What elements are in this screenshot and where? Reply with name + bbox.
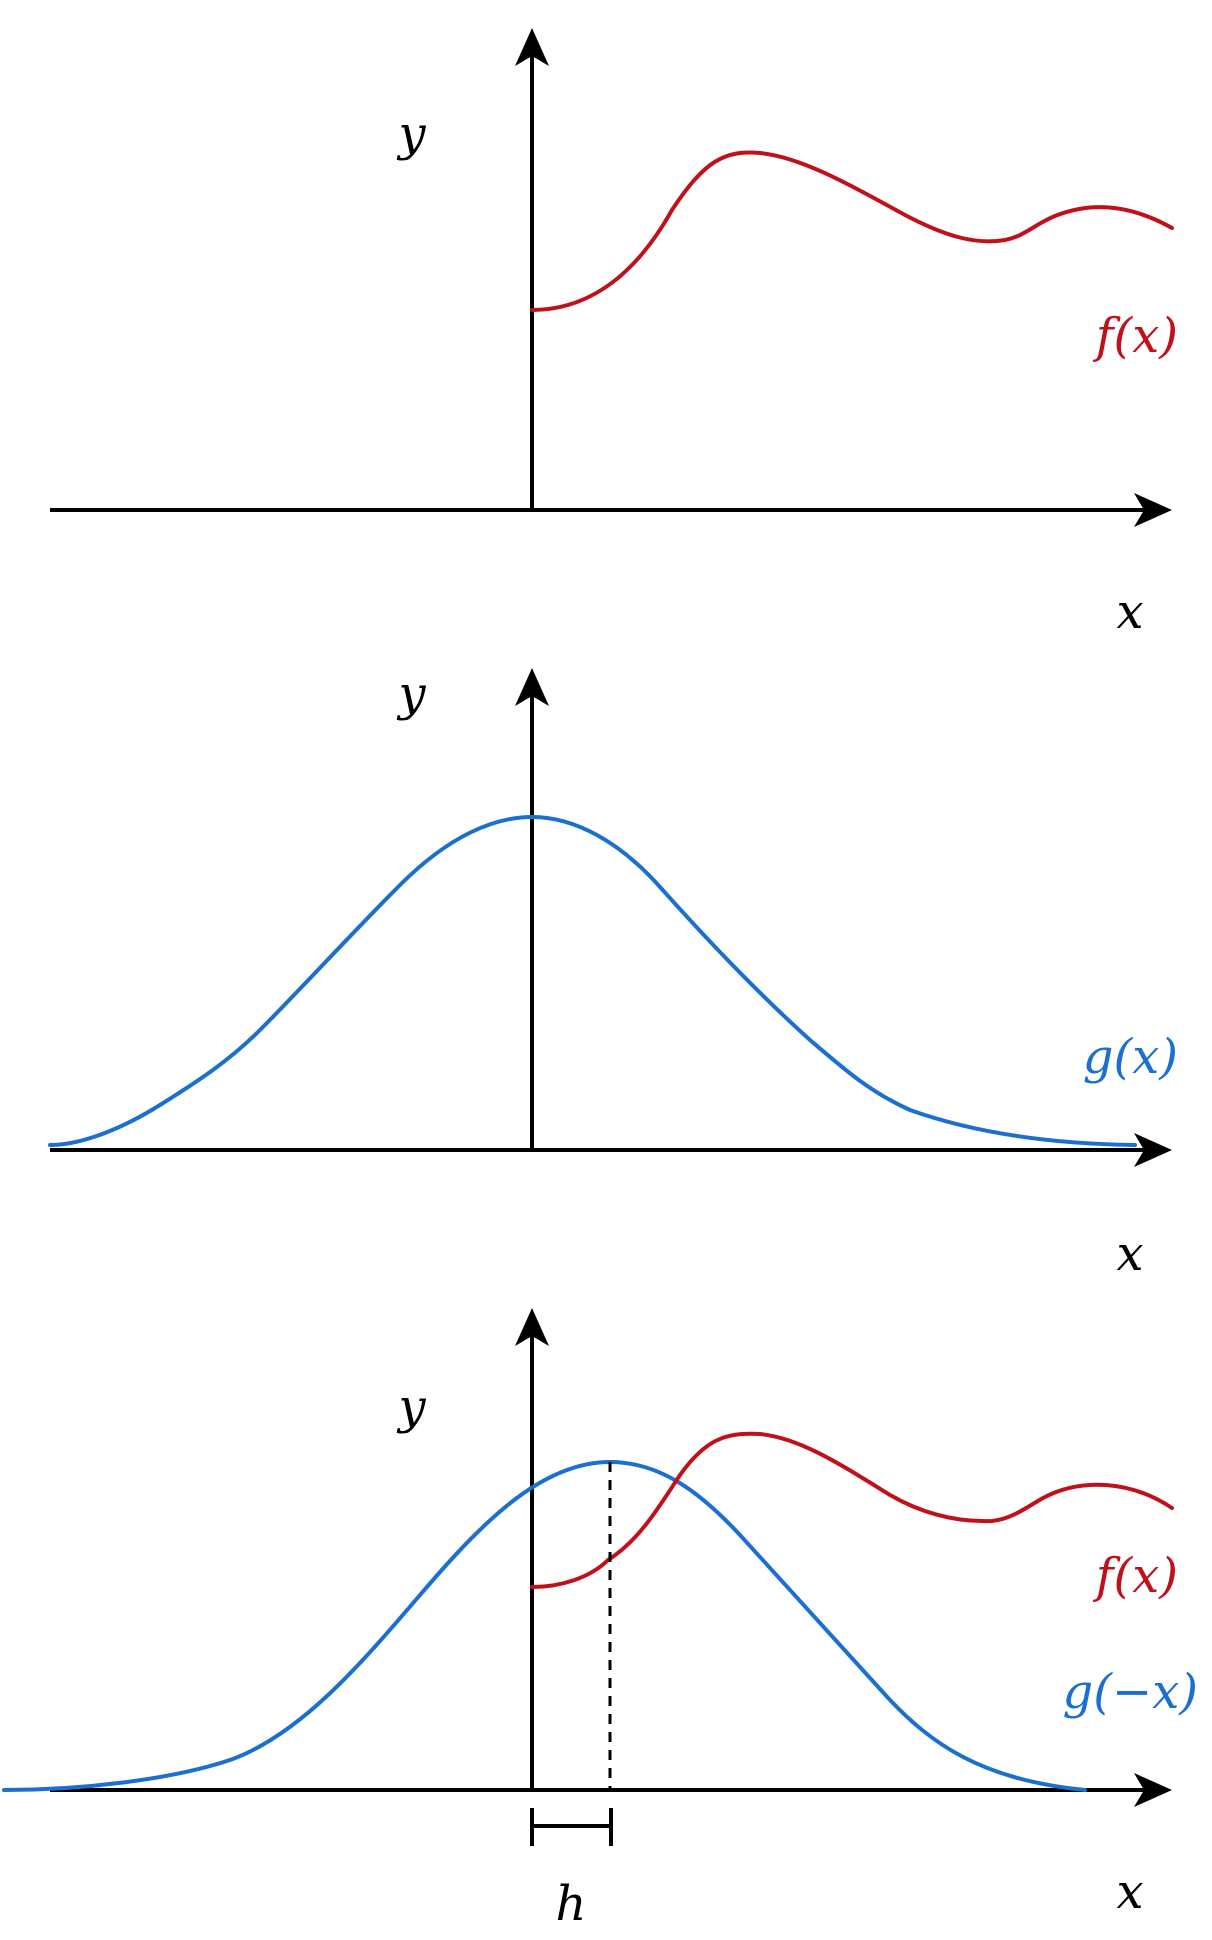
x-axis-label: x <box>1116 584 1143 640</box>
panel-g: y x g(x) <box>48 666 1178 1282</box>
g-reflected-curve-label: g(−x) <box>1063 1664 1198 1720</box>
g-curve <box>48 815 1137 1147</box>
y-axis-label: y <box>396 666 426 722</box>
shift-label: h <box>556 1876 587 1932</box>
g-reflected-curve <box>2 1460 1087 1792</box>
f-curve <box>530 1431 1174 1589</box>
x-axis-arrowhead <box>1134 1773 1172 1807</box>
panel-overlap: y x f(x) g(−x) h <box>2 1308 1198 1932</box>
y-axis-arrowhead <box>515 28 549 66</box>
x-axis-arrowhead <box>1134 1133 1172 1167</box>
y-axis-label: y <box>396 1379 426 1435</box>
y-axis-arrowhead <box>515 668 549 706</box>
g-curve-label: g(x) <box>1083 1029 1178 1085</box>
x-axis-label: x <box>1116 1864 1143 1920</box>
x-axis-label: x <box>1116 1226 1143 1282</box>
x-axis-arrowhead <box>1134 493 1172 527</box>
f-curve <box>530 150 1174 312</box>
y-axis-arrowhead <box>515 1308 549 1346</box>
f-curve-label: f(x) <box>1093 1548 1178 1604</box>
f-curve-label: f(x) <box>1093 308 1178 364</box>
panel-f: y x f(x) <box>50 28 1178 640</box>
shift-bracket <box>530 1808 613 1846</box>
y-axis-label: y <box>396 106 426 162</box>
